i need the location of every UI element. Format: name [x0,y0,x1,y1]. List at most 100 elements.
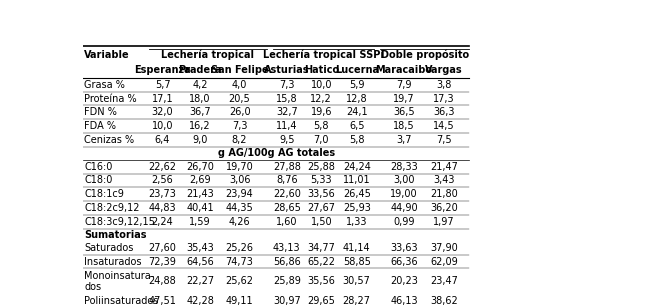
Text: 24,1: 24,1 [346,107,367,117]
Text: 1,60: 1,60 [276,217,298,227]
Text: 2,56: 2,56 [152,176,174,185]
Text: 27,60: 27,60 [149,243,176,253]
Text: Poliinsaturados: Poliinsaturados [84,296,159,306]
Text: 6,5: 6,5 [349,121,365,131]
Text: 62,09: 62,09 [430,257,458,266]
Text: 33,56: 33,56 [308,189,335,199]
Text: 46,13: 46,13 [391,296,418,306]
Text: 58,85: 58,85 [343,257,371,266]
Text: 3,00: 3,00 [393,176,415,185]
Text: 3,7: 3,7 [396,135,412,145]
Text: 14,5: 14,5 [434,121,455,131]
Text: 8,2: 8,2 [232,135,247,145]
Text: Pradera: Pradera [178,65,222,75]
Text: 9,5: 9,5 [279,135,294,145]
Text: 7,9: 7,9 [396,80,412,90]
Text: 5,8: 5,8 [314,121,329,131]
Text: 23,94: 23,94 [225,189,253,199]
Text: Lucerna: Lucerna [335,65,379,75]
Text: 36,20: 36,20 [430,203,458,213]
Text: 24,88: 24,88 [149,277,176,286]
Text: 27,88: 27,88 [273,162,301,172]
Text: 11,4: 11,4 [276,121,298,131]
Text: 24,24: 24,24 [343,162,371,172]
Text: 32,0: 32,0 [152,107,173,117]
Text: 35,56: 35,56 [308,277,335,286]
Text: 2,69: 2,69 [189,176,211,185]
Text: 44,35: 44,35 [225,203,253,213]
Text: 4,0: 4,0 [232,80,247,90]
Text: 49,11: 49,11 [226,296,253,306]
Text: 16,2: 16,2 [189,121,211,131]
Text: 37,90: 37,90 [430,243,458,253]
Text: 72,39: 72,39 [149,257,176,266]
Text: 25,26: 25,26 [225,243,253,253]
Text: 56,86: 56,86 [273,257,301,266]
Text: 12,8: 12,8 [346,94,367,103]
Text: 22,60: 22,60 [273,189,301,199]
Text: 0,99: 0,99 [393,217,415,227]
Text: Saturados: Saturados [84,243,134,253]
Text: 18,0: 18,0 [189,94,211,103]
Text: 26,0: 26,0 [229,107,251,117]
Text: 21,43: 21,43 [186,189,214,199]
Text: 43,13: 43,13 [273,243,301,253]
Text: 17,1: 17,1 [152,94,173,103]
Text: 41,14: 41,14 [343,243,371,253]
Text: 1,59: 1,59 [189,217,211,227]
Text: 30,57: 30,57 [343,277,371,286]
Text: Sumatorias: Sumatorias [84,230,147,240]
Text: 35,43: 35,43 [186,243,214,253]
Text: 29,65: 29,65 [308,296,335,306]
Text: 1,97: 1,97 [434,217,455,227]
Text: 25,88: 25,88 [308,162,335,172]
Text: 34,77: 34,77 [308,243,335,253]
Text: 5,33: 5,33 [310,176,332,185]
Text: 25,93: 25,93 [343,203,371,213]
Text: Proteína %: Proteína % [84,94,137,103]
Text: 10,0: 10,0 [310,80,332,90]
Text: 23,73: 23,73 [149,189,176,199]
Text: 20,23: 20,23 [390,277,418,286]
Text: FDN %: FDN % [84,107,117,117]
Text: dos: dos [84,282,101,292]
Text: Hatico: Hatico [304,65,339,75]
Text: FDA %: FDA % [84,121,117,131]
Text: 28,65: 28,65 [273,203,301,213]
Text: 18,5: 18,5 [393,121,415,131]
Text: 47,51: 47,51 [149,296,176,306]
Text: 19,7: 19,7 [393,94,415,103]
Text: 40,41: 40,41 [186,203,214,213]
Text: 32,7: 32,7 [276,107,298,117]
Text: 30,97: 30,97 [273,296,301,306]
Text: C18:3c9,12,15: C18:3c9,12,15 [84,217,155,227]
Text: g AG/100g AG totales: g AG/100g AG totales [217,148,335,158]
Text: 21,80: 21,80 [430,189,458,199]
Text: 3,43: 3,43 [434,176,455,185]
Text: Monoinsatura-: Monoinsatura- [84,271,154,281]
Text: 17,3: 17,3 [434,94,455,103]
Text: 42,28: 42,28 [186,296,214,306]
Text: 33,63: 33,63 [391,243,418,253]
Text: 7,5: 7,5 [436,135,452,145]
Text: 5,7: 5,7 [154,80,170,90]
Text: 22,27: 22,27 [186,277,214,286]
Text: Doble propósito: Doble propósito [381,49,469,60]
Text: C18:2c9,12: C18:2c9,12 [84,203,140,213]
Text: 64,56: 64,56 [186,257,214,266]
Text: 15,8: 15,8 [276,94,298,103]
Text: 36,7: 36,7 [189,107,211,117]
Text: Lechería tropical: Lechería tropical [161,49,254,60]
Text: 3,06: 3,06 [229,176,251,185]
Text: 8,76: 8,76 [276,176,298,185]
Text: 1,33: 1,33 [346,217,367,227]
Text: 36,5: 36,5 [393,107,415,117]
Text: 26,45: 26,45 [343,189,371,199]
Text: 3,8: 3,8 [436,80,452,90]
Text: 9,0: 9,0 [192,135,208,145]
Text: 10,0: 10,0 [152,121,173,131]
Text: Grasa %: Grasa % [84,80,125,90]
Text: 5,8: 5,8 [349,135,365,145]
Text: 36,3: 36,3 [434,107,455,117]
Text: 19,00: 19,00 [391,189,418,199]
